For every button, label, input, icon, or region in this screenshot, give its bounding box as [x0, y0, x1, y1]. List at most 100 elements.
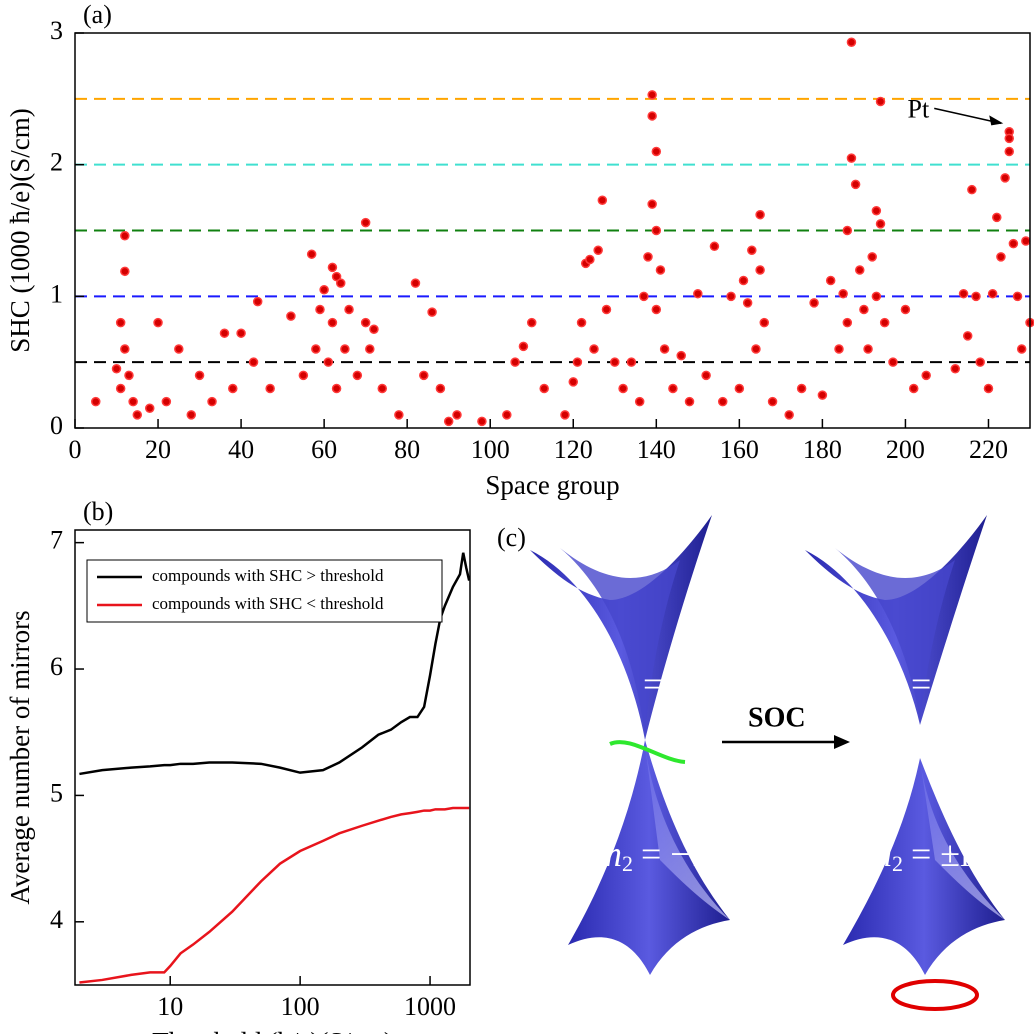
point [817, 390, 828, 400]
mirror-label: m1 = 1 [598, 664, 690, 706]
y-tick-label: 4 [50, 905, 63, 934]
point [875, 96, 886, 107]
point [360, 217, 371, 228]
x-tick-label: 10 [157, 992, 183, 1021]
point [1016, 344, 1027, 354]
mirror-label: m2 = −1 [596, 834, 709, 876]
point [842, 317, 853, 328]
legend-label: compounds with SHC > threshold [152, 566, 384, 585]
point [427, 307, 437, 317]
y-tick-label: 3 [50, 16, 63, 45]
point [186, 410, 197, 420]
point [726, 291, 736, 302]
point [908, 383, 919, 394]
point [1004, 146, 1014, 157]
point [618, 383, 628, 394]
point [992, 212, 1002, 223]
point [144, 403, 155, 413]
point [452, 410, 462, 420]
point [327, 262, 338, 273]
point [962, 331, 973, 341]
point [601, 304, 612, 315]
point [502, 410, 512, 420]
point [846, 153, 857, 163]
point [639, 291, 649, 302]
x-tick-label: 160 [720, 435, 759, 464]
point [867, 252, 877, 262]
point [859, 304, 869, 315]
point [751, 344, 761, 354]
point [825, 275, 836, 286]
point [306, 249, 317, 259]
point [410, 278, 421, 288]
point [842, 225, 853, 236]
point [91, 396, 101, 407]
point [983, 383, 994, 394]
point [987, 288, 998, 299]
point [647, 111, 657, 121]
point [701, 370, 711, 381]
point [319, 285, 329, 295]
x-tick-label: 220 [969, 435, 1008, 464]
y-tick-label: 2 [50, 148, 63, 177]
point [597, 195, 608, 205]
point [1012, 291, 1023, 302]
point [747, 245, 757, 255]
point [900, 304, 911, 315]
point [684, 396, 695, 407]
point [971, 291, 981, 302]
point [124, 370, 134, 381]
point [539, 383, 549, 394]
point [871, 291, 882, 302]
y-tick-label: 1 [50, 279, 63, 308]
point [975, 357, 985, 367]
panel-label: (b) [83, 497, 113, 526]
x-tick-label: 140 [637, 435, 676, 464]
point [153, 317, 163, 328]
point [888, 357, 898, 367]
x-tick-label: 120 [554, 435, 593, 464]
point [360, 317, 371, 328]
point [331, 271, 342, 282]
point [194, 370, 205, 381]
panel: (a) 0 20 40 60 80 100 120 140 160 180 200 220 0 1 2 3 Spa… [5, 0, 1034, 500]
point [585, 254, 595, 265]
point [365, 344, 375, 354]
point [850, 179, 861, 190]
point [643, 252, 653, 262]
x-tick-label: 0 [69, 435, 82, 464]
cone-right [805, 515, 1005, 975]
point [875, 219, 886, 229]
point [651, 146, 662, 157]
point [377, 383, 388, 394]
point [651, 304, 662, 315]
point [634, 396, 645, 407]
point [755, 209, 765, 220]
point [846, 37, 857, 47]
panel-label: (a) [83, 0, 112, 29]
point [659, 344, 670, 354]
x-tick-label: 1000 [404, 992, 456, 1021]
point [286, 311, 296, 321]
point [394, 410, 404, 420]
point [174, 344, 184, 354]
x-tick-label: 20 [145, 435, 171, 464]
point [518, 341, 529, 352]
point [838, 288, 848, 299]
point [120, 231, 130, 241]
point [315, 304, 325, 315]
point [443, 416, 454, 427]
annotation-arrowhead [989, 115, 1004, 126]
x-tick-label: 80 [394, 435, 420, 464]
point [111, 364, 122, 374]
point [589, 344, 599, 354]
point [572, 357, 583, 367]
point [647, 199, 657, 209]
point [132, 410, 143, 420]
point [1008, 238, 1019, 249]
point [871, 206, 882, 216]
panel: (b) 10 100 1000 4 5 6 7 Threshold (ħ/e)(S/cm) Ave… [5, 497, 471, 1034]
point [252, 296, 263, 307]
point [327, 317, 338, 328]
point [921, 370, 931, 381]
